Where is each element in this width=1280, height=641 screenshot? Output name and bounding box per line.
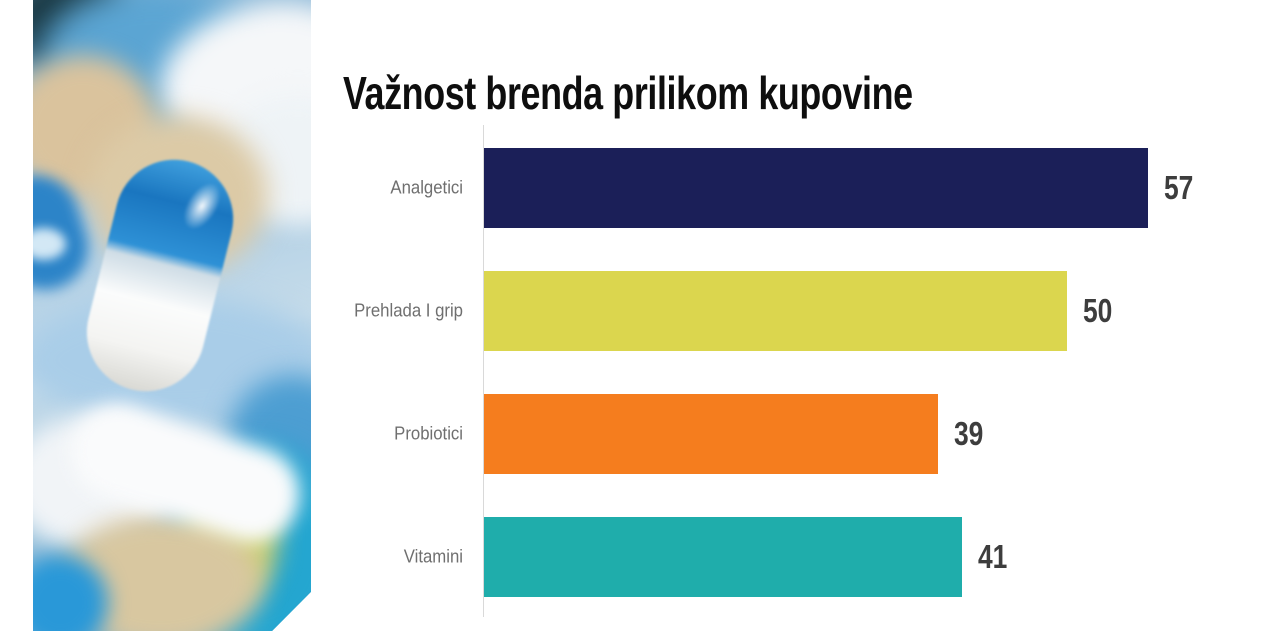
value-label: 50	[1083, 292, 1113, 329]
bar-chart: Analgetici 57 Prehlada I grip 50 Probiot…	[345, 125, 1255, 617]
category-label: Probiotici	[394, 423, 463, 444]
pills-photo	[33, 0, 311, 631]
value-label: 57	[1164, 169, 1194, 206]
bar-row: Prehlada I grip 50	[345, 271, 1255, 351]
chart-title: Važnost brenda prilikom kupovine	[343, 67, 913, 119]
bar	[484, 148, 1148, 228]
bar-row: Probiotici 39	[345, 394, 1255, 474]
bar	[484, 394, 938, 474]
value-label: 39	[954, 415, 984, 452]
bar-row: Vitamini 41	[345, 517, 1255, 597]
category-label: Analgetici	[390, 177, 463, 198]
category-label: Prehlada I grip	[354, 300, 463, 321]
bar	[484, 517, 962, 597]
bar	[484, 271, 1067, 351]
y-axis-line	[483, 125, 484, 617]
value-label: 41	[978, 538, 1008, 575]
bar-row: Analgetici 57	[345, 148, 1255, 228]
category-label: Vitamini	[403, 546, 463, 567]
